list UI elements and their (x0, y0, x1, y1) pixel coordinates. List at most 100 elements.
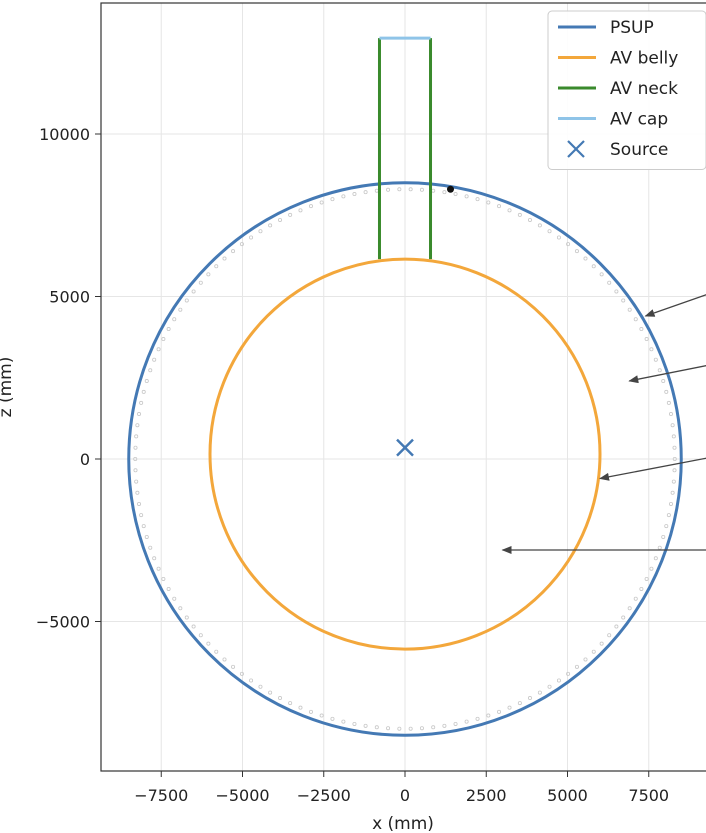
pmt-point (583, 657, 588, 662)
pmt-point (475, 716, 480, 721)
pmt-point (672, 456, 677, 461)
legend-label-av-neck: AV neck (610, 79, 678, 99)
pmt-point (198, 633, 203, 638)
pmt-point (135, 423, 140, 428)
pmt-point (627, 606, 632, 611)
y-axis-label: z (mm) (0, 357, 16, 418)
pmt-point (653, 357, 658, 362)
pmt-point (408, 187, 413, 192)
pmt-point (172, 317, 177, 322)
pmt-point (607, 280, 612, 285)
pmt-point (166, 586, 171, 591)
pmt-point (144, 379, 149, 384)
pmt-point (566, 671, 571, 676)
pmt-point (191, 289, 196, 294)
pmt-point (184, 298, 189, 303)
pmt-point (666, 513, 671, 518)
pmt-point (649, 347, 654, 352)
x-tick-label: 2500 (466, 786, 507, 805)
pmt-point (152, 357, 157, 362)
pmt-point (137, 412, 142, 417)
pmt-point (621, 615, 626, 620)
pmt-point (156, 347, 161, 352)
pmt-point (574, 249, 579, 254)
pmt-point (156, 566, 161, 571)
legend-label-av-belly: AV belly (610, 49, 678, 69)
pmt-point (464, 719, 469, 724)
pmt-point (627, 307, 632, 312)
pmt-point (363, 723, 368, 728)
y-tick-label: −5000 (36, 613, 90, 632)
plot-area (127, 36, 683, 737)
pmt-point (670, 490, 675, 495)
pmt-point (374, 725, 379, 730)
plot-frame (100, 2, 706, 772)
pmt-point (308, 204, 313, 209)
legend-box (547, 10, 706, 170)
pmt-point (178, 307, 183, 312)
pmt-point (639, 327, 644, 332)
pmt-point (453, 192, 458, 197)
pmt-point (657, 368, 662, 373)
pmt-point (397, 187, 402, 192)
x-tick-label: 5000 (547, 786, 588, 805)
pmt-point (144, 534, 149, 539)
pmt-point (148, 545, 153, 550)
pmt-point (239, 671, 244, 676)
pmt-point (249, 235, 254, 240)
pmt-point (214, 264, 219, 269)
pmt-point (517, 701, 522, 706)
pmt-point (591, 649, 596, 654)
pmt-point (453, 721, 458, 726)
legend-marker-source (567, 140, 585, 158)
pmt-point (507, 705, 512, 710)
pmt-point (442, 723, 447, 728)
pmt-point (386, 726, 391, 731)
pmt-point (191, 624, 196, 629)
pmt-point (649, 566, 654, 571)
pmt-point (298, 208, 303, 213)
pmt-point (222, 657, 227, 662)
pmt-point (386, 187, 391, 192)
pmt-point (341, 194, 346, 199)
pmt-point (206, 641, 211, 646)
pmt-point (341, 719, 346, 724)
pmt-point (166, 327, 171, 332)
marker-stroke (396, 438, 414, 457)
pmt-point (161, 576, 166, 581)
pmt-point (574, 664, 579, 669)
pmt-point (288, 701, 293, 706)
pmt-point (352, 192, 357, 197)
pmt-point (664, 524, 669, 529)
pmt-point (231, 664, 236, 669)
annotation-arrow (599, 457, 706, 481)
legend-label-av-cap: AV cap (610, 110, 668, 130)
pmt-point (278, 217, 283, 222)
pmt-point (178, 606, 183, 611)
x-axis-label: x (mm) (372, 814, 434, 833)
pmt-point (298, 705, 303, 710)
pmt-point (288, 212, 293, 217)
pmt-point (139, 400, 144, 405)
pmt-point (464, 194, 469, 199)
x-tick-label: −7500 (134, 786, 188, 805)
pmt-point (566, 242, 571, 247)
pmt-point (137, 501, 142, 506)
annotation-arrows (501, 294, 706, 554)
data-point (447, 185, 454, 193)
pmt-point (556, 678, 561, 683)
pmt-point (442, 190, 447, 195)
pmt-point (653, 556, 658, 561)
pmt-point (139, 513, 144, 518)
pmt-point (621, 298, 626, 303)
pmt-point (661, 379, 666, 384)
pmt-point (633, 317, 638, 322)
pmt-point (161, 337, 166, 342)
pmt-point (134, 434, 139, 439)
pmt-point (614, 624, 619, 629)
av-belly-series-line (208, 257, 602, 651)
legend-label-source: Source (610, 140, 668, 160)
pmt-point (206, 272, 211, 277)
pmt-point (547, 229, 552, 234)
